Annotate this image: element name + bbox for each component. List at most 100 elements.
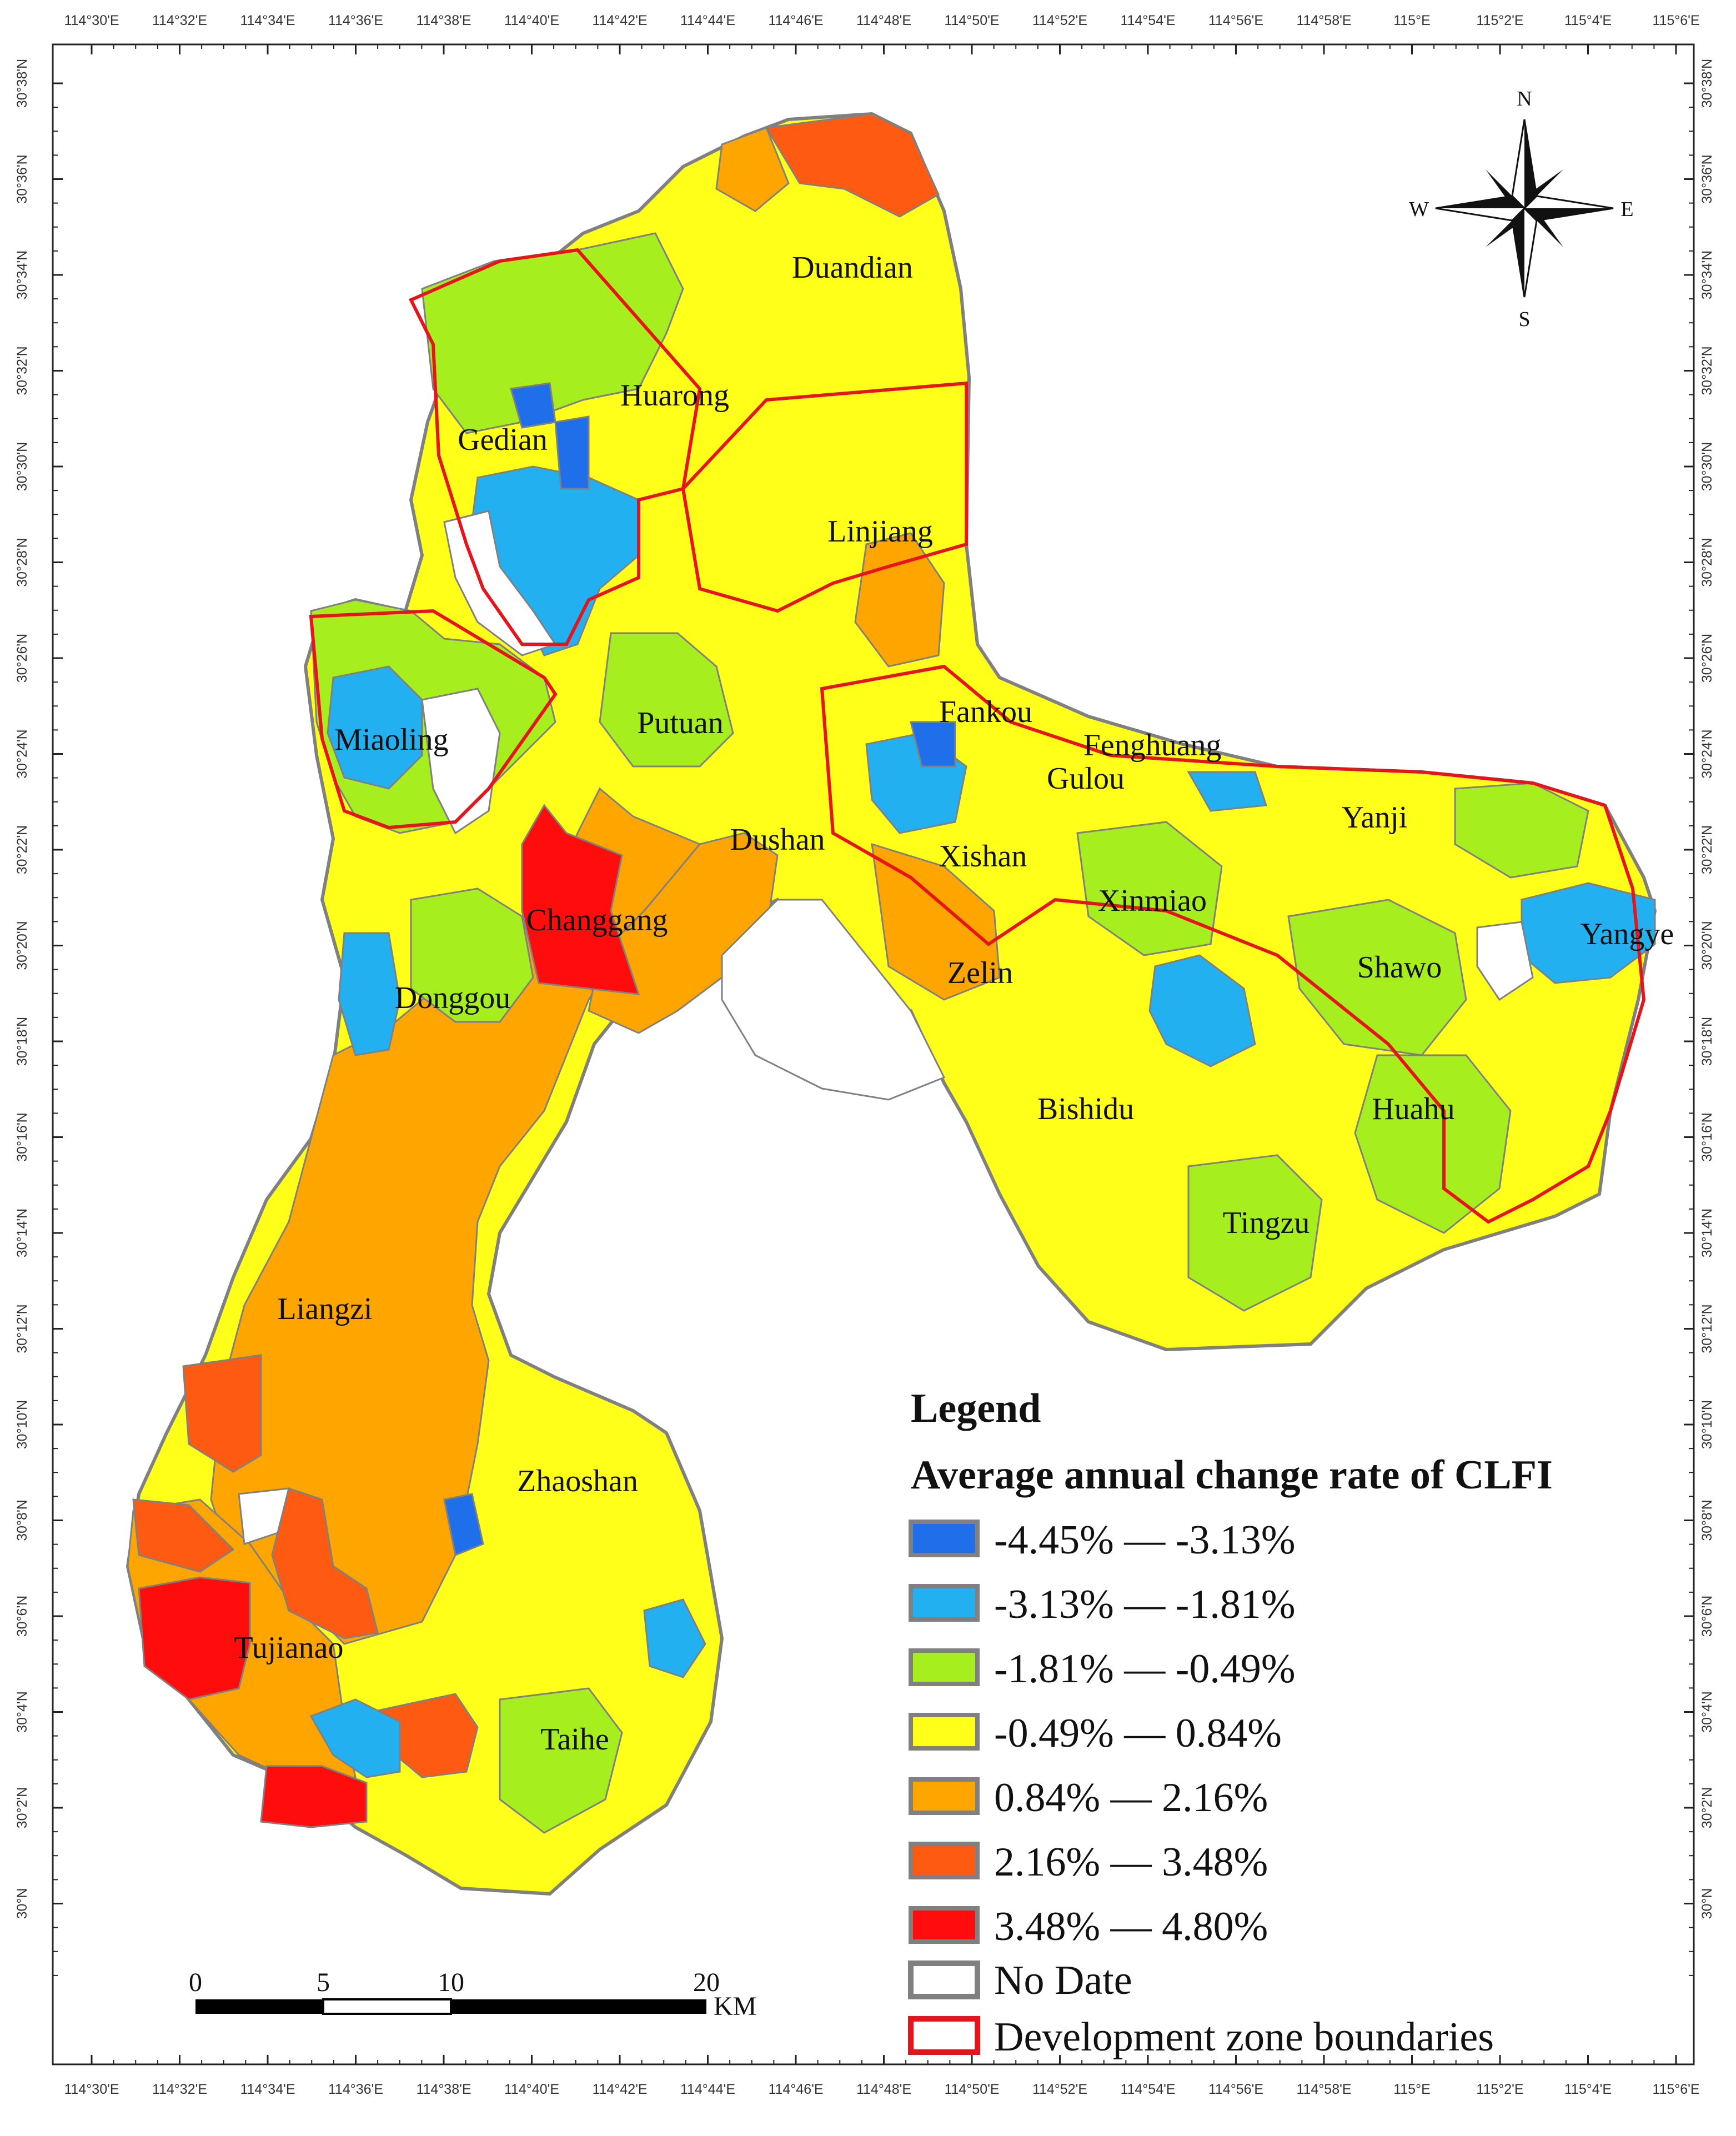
legend-swatch-1 xyxy=(909,1584,980,1622)
place-label-tujianao: Tujianao xyxy=(234,1631,343,1665)
lon-label-bottom: 114°44'E xyxy=(680,2082,735,2097)
place-label-linjiang: Linjiang xyxy=(827,514,933,549)
scale-tick-20: 20 xyxy=(693,1968,720,1997)
lat-label-right: 30°10'N xyxy=(1699,1400,1715,1449)
dev-zone-east xyxy=(820,664,1646,1224)
lon-label-bottom: 114°58'E xyxy=(1296,2082,1351,2097)
lat-label-left: 30°12'N xyxy=(14,1304,30,1353)
lon-label-bottom: 114°38'E xyxy=(416,2082,471,2097)
legend-class-label-3: -0.49% — 0.84% xyxy=(994,1711,1282,1756)
place-label-changgang: Changgang xyxy=(526,903,668,937)
place-label-donggou: Donggou xyxy=(395,981,510,1015)
patch-red-changgang xyxy=(521,804,640,995)
top-longitude-ticks: 114°30'E 114°32'E 114°34'E 114°36'E 114°38'E… xyxy=(64,13,1700,54)
place-label-xishan: Xishan xyxy=(939,839,1027,874)
lat-label-left: 30°28'N xyxy=(14,538,30,586)
place-label-yangye: Yangye xyxy=(1581,917,1674,951)
scale-unit: KM xyxy=(714,1992,756,2021)
legend-devzone-label: Development zone boundaries xyxy=(994,2014,1494,2060)
lat-label-left: 30°2'N xyxy=(14,1787,30,1829)
legend-swatch-2 xyxy=(909,1648,980,1686)
lon-label-bottom: 114°40'E xyxy=(504,2082,559,2097)
lon-label-top: 114°40'E xyxy=(504,13,559,28)
lon-label-top: 114°42'E xyxy=(592,13,647,28)
place-label-miaoling: Miaoling xyxy=(334,723,448,757)
lat-label-right: 30°2'N xyxy=(1699,1787,1715,1829)
right-latitude-ticks: 30°38'N 30°36'N 30°34'N 30°32'N 30°30'N 30°28… xyxy=(1684,59,1715,1976)
lon-label-bottom: 114°52'E xyxy=(1032,2082,1087,2097)
scale-tick-0: 0 xyxy=(189,1968,202,1997)
lat-label-left: 30°36'N xyxy=(14,154,30,203)
compass-e: E xyxy=(1620,198,1633,221)
lat-label-right: 30°26'N xyxy=(1699,634,1715,683)
lon-label-top: 114°52'E xyxy=(1032,13,1087,28)
lat-label-right: 30°32'N xyxy=(1699,346,1715,395)
lat-label-left: 30°30'N xyxy=(14,442,30,491)
lat-label-left: 30°38'N xyxy=(14,59,30,108)
lon-label-top: 115°6'E xyxy=(1652,13,1699,28)
patch-darkorange-tujianao-a xyxy=(132,1498,235,1573)
lon-label-bottom: 114°50'E xyxy=(944,2082,999,2097)
compass-rose: N S E W xyxy=(1409,87,1634,331)
patch-lightblue-donggou xyxy=(338,932,401,1056)
dev-zone-linjiang xyxy=(681,381,968,613)
legend-devzone-swatch xyxy=(908,2016,980,2055)
lon-label-top: 114°44'E xyxy=(680,13,735,28)
place-label-taihe: Taihe xyxy=(540,1722,609,1757)
lon-label-top: 114°54'E xyxy=(1120,13,1175,28)
lat-label-right: 30°38'N xyxy=(1699,59,1715,108)
place-label-yanji: Yanji xyxy=(1342,800,1408,835)
nodata-east-lake xyxy=(721,899,946,1101)
patch-green-east-1 xyxy=(1076,821,1223,956)
legend-class-label-1: -3.13% — -1.81% xyxy=(994,1582,1296,1627)
lon-label-top: 115°E xyxy=(1393,13,1431,28)
place-label-xinmiao: Xinmiao xyxy=(1098,884,1207,918)
legend-class-label-6: 3.48% — 4.80% xyxy=(994,1904,1268,1949)
lat-label-right: 30°28'N xyxy=(1699,538,1715,586)
lat-label-left: 30°6'N xyxy=(14,1596,30,1637)
lon-label-bottom: 114°46'E xyxy=(768,2082,823,2097)
scale-tick-10: 10 xyxy=(438,1968,464,1997)
lat-label-right: 30°16'N xyxy=(1699,1112,1715,1161)
patch-lightblue-xinmiao xyxy=(1148,954,1256,1067)
place-label-gedian: Gedian xyxy=(458,423,548,457)
legend-class-label-5: 2.16% — 3.48% xyxy=(994,1839,1268,1885)
lat-label-left: 30°20'N xyxy=(14,921,30,970)
compass-n: N xyxy=(1517,87,1532,111)
place-label-gulou: Gulou xyxy=(1047,761,1125,796)
place-label-duandian: Duandian xyxy=(792,250,913,285)
place-label-huahu: Huahu xyxy=(1372,1092,1454,1126)
patch-darkorange-tujianao-b xyxy=(271,1487,379,1639)
place-labels: Duandian Huarong Gedian Linjiang Fankou Fengh… xyxy=(234,250,1674,1757)
patch-lightblue-fenghuang xyxy=(1187,771,1268,812)
patch-orange-zelin xyxy=(871,843,1001,1001)
lat-label-left: 30°26'N xyxy=(14,634,30,683)
legend-title: Legend xyxy=(911,1386,1041,1431)
lon-label-bottom: 114°32'E xyxy=(152,2082,207,2097)
lon-label-bottom: 114°48'E xyxy=(856,2082,911,2097)
patch-lightblue-taihe-east xyxy=(643,1598,706,1678)
place-label-putuan: Putuan xyxy=(637,706,724,740)
lon-label-bottom: 114°54'E xyxy=(1120,2082,1175,2097)
place-label-tingzu: Tingzu xyxy=(1223,1206,1310,1240)
lat-label-left: 30°16'N xyxy=(14,1112,30,1161)
lon-label-bottom: 114°42'E xyxy=(592,2082,647,2097)
legend-swatch-6 xyxy=(909,1906,980,1944)
lon-label-top: 114°38'E xyxy=(416,13,471,28)
legend-subtitle: Average annual change rate of CLFI xyxy=(911,1452,1553,1498)
legend-swatch-3 xyxy=(909,1713,980,1751)
place-label-dushan: Dushan xyxy=(730,823,825,857)
patch-blue-fankou xyxy=(910,721,956,768)
lon-label-bottom: 114°30'E xyxy=(64,2082,119,2097)
lon-label-top: 115°2'E xyxy=(1476,13,1523,28)
lat-label-left: 30°4'N xyxy=(14,1691,30,1733)
lat-label-left: 30°14'N xyxy=(14,1209,30,1257)
compass-w: W xyxy=(1409,198,1429,221)
lon-label-bottom: 114°34'E xyxy=(240,2082,295,2097)
legend-nodata-label: No Date xyxy=(994,1958,1132,2003)
place-label-huarong: Huarong xyxy=(620,378,729,413)
lon-label-bottom: 114°56'E xyxy=(1208,2082,1263,2097)
lon-label-top: 115°4'E xyxy=(1564,13,1612,28)
lon-label-bottom: 115°4'E xyxy=(1564,2082,1612,2097)
